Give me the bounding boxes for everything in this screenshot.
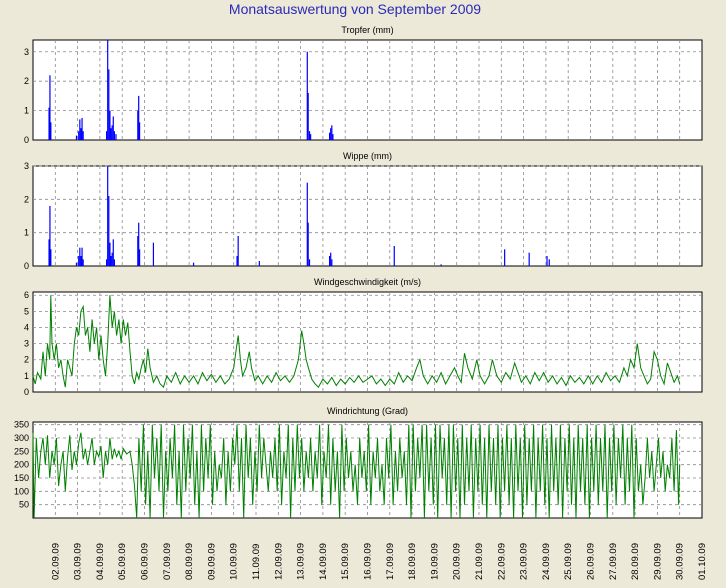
- panel-1: 0 1 2 3 Tropfer (mm): [24, 25, 703, 145]
- y-tick-label: 50: [19, 500, 29, 510]
- y-tick-label: 6: [24, 290, 29, 300]
- x-tick-label: 03.09.09: [73, 543, 84, 580]
- panel-title: Windgeschwindigkeit (m/s): [314, 277, 421, 287]
- chart-title: Monatsauswertung von September 2009: [229, 1, 481, 17]
- panel-title: Tropfer (mm): [341, 25, 393, 35]
- x-tick-label: 29.09.09: [652, 543, 663, 580]
- x-tick-label: 17.09.09: [385, 543, 396, 580]
- x-tick-label: 08.09.09: [184, 543, 195, 580]
- y-tick-label: 200: [14, 460, 29, 470]
- x-tick-label: 22.09.09: [496, 543, 507, 580]
- x-tick-label: 23.09.09: [519, 543, 530, 580]
- y-tick-label: 3: [24, 161, 29, 171]
- y-tick-label: 3: [24, 339, 29, 349]
- y-tick-label: 3: [24, 47, 29, 57]
- x-tick-label: 27.09.09: [608, 543, 619, 580]
- x-tick-label: 12.09.09: [273, 543, 284, 580]
- x-axis-tick-labels: 02.09.09 03.09.09 04.09.09 05.09.09 06.09.09…: [50, 543, 708, 580]
- y-tick-label: 1: [24, 371, 29, 381]
- x-tick-label: 13.09.09: [296, 543, 307, 580]
- x-tick-label: 24.09.09: [541, 543, 552, 580]
- x-tick-label: 01.10.09: [697, 543, 708, 580]
- x-tick-label: 14.09.09: [318, 543, 329, 580]
- panel-title: Windrichtung (Grad): [327, 406, 408, 416]
- y-tick-label: 1: [24, 228, 29, 238]
- x-tick-label: 25.09.09: [563, 543, 574, 580]
- y-tick-label: 2: [24, 194, 29, 204]
- x-tick-label: 09.09.09: [206, 543, 217, 580]
- x-tick-label: 19.09.09: [429, 543, 440, 580]
- y-tick-label: 150: [14, 473, 29, 483]
- y-tick-label: 350: [14, 420, 29, 430]
- x-tick-label: 30.09.09: [675, 543, 686, 580]
- y-tick-label: 0: [24, 135, 29, 145]
- x-tick-label: 21.09.09: [474, 543, 485, 580]
- panel-2: 0 1 2 3 Wippe (mm): [24, 151, 703, 271]
- y-tick-label: 2: [24, 355, 29, 365]
- series-line: [32, 424, 681, 519]
- panel-title: Wippe (mm): [343, 151, 392, 161]
- x-tick-label: 04.09.09: [95, 543, 106, 580]
- y-tick-label: 0: [24, 387, 29, 397]
- y-tick-label: 4: [24, 322, 29, 332]
- y-tick-label: 300: [14, 433, 29, 443]
- x-tick-label: 20.09.09: [452, 543, 463, 580]
- x-tick-label: 26.09.09: [586, 543, 597, 580]
- y-tick-label: 5: [24, 306, 29, 316]
- chart-panels: 0 1 2 3 Tropfer (mm) 0 1 2 3 Wippe (mm) 0 1 2 3 4 5 6 Win…: [14, 25, 703, 519]
- x-tick-label: 02.09.09: [50, 543, 61, 580]
- x-tick-label: 05.09.09: [117, 543, 128, 580]
- y-tick-label: 250: [14, 446, 29, 456]
- x-tick-label: 06.09.09: [140, 543, 151, 580]
- y-tick-label: 2: [24, 76, 29, 86]
- x-tick-label: 07.09.09: [162, 543, 173, 580]
- y-tick-label: 1: [24, 106, 29, 116]
- x-tick-label: 18.09.09: [407, 543, 418, 580]
- series-line: [32, 295, 681, 389]
- x-tick-label: 11.09.09: [251, 544, 262, 580]
- x-tick-label: 15.09.09: [340, 543, 351, 580]
- x-tick-label: 10.09.09: [229, 543, 240, 580]
- panel-4: 50 100 150 200 250 300 350 Windrichtung (Grad): [14, 406, 703, 519]
- x-tick-label: 28.09.09: [630, 543, 641, 580]
- x-tick-label: 16.09.09: [363, 543, 374, 580]
- y-tick-label: 0: [24, 261, 29, 271]
- panel-3: 0 1 2 3 4 5 6 Windgeschwindigkeit (m/s): [24, 277, 703, 397]
- y-tick-label: 100: [14, 486, 29, 496]
